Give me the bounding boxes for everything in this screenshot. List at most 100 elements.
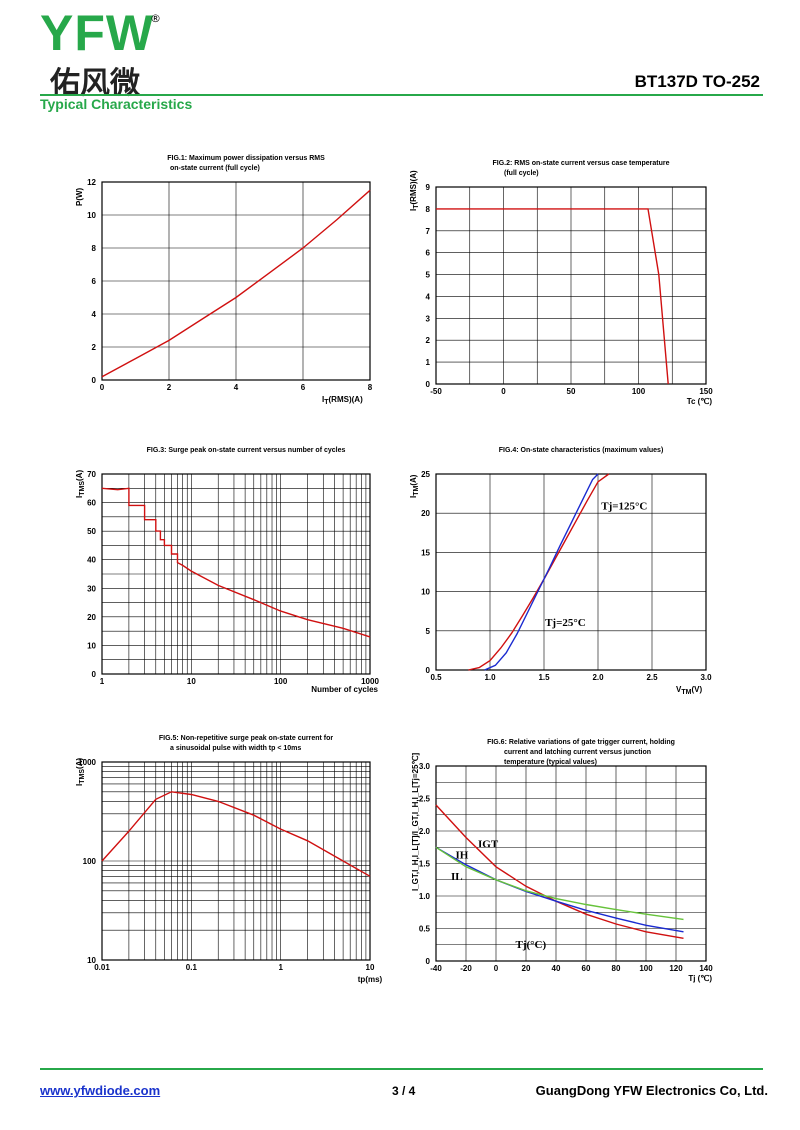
fig5-ytick: 10 <box>87 956 96 965</box>
fig6-ylabel: I_GT,I_H,I_L[T]/I_GT,I_H,I_L[Tj=25℃] <box>411 753 420 891</box>
fig2-ytick: 9 <box>426 183 431 192</box>
fig6-frame <box>435 765 707 962</box>
fig1-ytick: 0 <box>92 376 97 385</box>
doc-title: BT137D TO-252 <box>634 72 760 91</box>
fig4-annotation: Tj=125°C <box>601 500 647 512</box>
fig3-ytick: 60 <box>87 499 96 508</box>
fig6-ytick: 1.5 <box>419 860 431 869</box>
page-number: 3 / 4 <box>392 1084 416 1098</box>
fig4-grid <box>435 473 707 671</box>
fig1-xtick: 0 <box>100 383 105 392</box>
fig5-xtick: 1 <box>278 963 283 972</box>
fig3-xtick: 1000 <box>361 677 379 686</box>
footer-divider <box>40 1068 763 1070</box>
fig6-ytick: 1.0 <box>419 892 431 901</box>
section-title: Typical Characteristics <box>40 96 193 112</box>
fig6-series-line <box>435 846 684 933</box>
fig1-xtick: 4 <box>234 383 239 392</box>
fig1-ytick: 2 <box>92 343 97 352</box>
fig5-series-line <box>101 791 371 877</box>
fig6-xlabel: Tj (℃) <box>688 974 712 983</box>
fig5-grid <box>101 762 370 961</box>
fig4-ylabel: ITM(A) <box>409 474 420 498</box>
logo-letters: YFW <box>40 5 155 61</box>
fig6-title-line: FIG.6: Relative variations of gate trigg… <box>487 739 675 746</box>
fig2-xlabel: Tc (℃) <box>687 397 713 406</box>
fig6-annotation: Tj(°C) <box>516 939 547 951</box>
fig4-ytick: 10 <box>421 588 430 597</box>
fig3-xtick: 1 <box>100 677 105 686</box>
fig5-title-line: FIG.5: Non-repetitive surge peak on-stat… <box>159 735 334 742</box>
fig4-xlabel: VTM(V) <box>676 685 702 696</box>
fig3-xlabel: Number of cycles <box>311 685 378 694</box>
fig6-xtick: 120 <box>669 964 683 973</box>
fig3-chart: FIG.3: Surge peak on-state current versu… <box>75 447 379 694</box>
fig4-ytick: 5 <box>426 627 431 636</box>
brand-logo: YFW <box>40 8 154 58</box>
fig4-ytick: 20 <box>421 509 430 518</box>
fig4-annotation: Tj=25°C <box>545 617 586 629</box>
fig2-ytick: 3 <box>426 314 431 323</box>
fig1-title-line: FIG.1: Maximum power dissipation versus … <box>167 155 325 162</box>
fig3-ytick: 20 <box>87 613 96 622</box>
website-link[interactable]: www.yfwdiode.com <box>40 1083 161 1098</box>
fig4-xtick: 1.5 <box>538 673 550 682</box>
fig3-ytick: 10 <box>87 641 96 650</box>
fig4-series-line <box>468 473 610 671</box>
fig6-xtick: 0 <box>494 964 499 973</box>
fig3-grid <box>101 473 370 675</box>
fig3-xtick: 100 <box>274 677 288 686</box>
fig6-xtick: 140 <box>699 964 713 973</box>
fig5-xtick: 0.01 <box>94 963 110 972</box>
fig3-series-line <box>101 487 371 638</box>
fig6-title-line: current and latching current versus junc… <box>504 749 651 756</box>
fig1-chart: FIG.1: Maximum power dissipation versus … <box>75 155 373 406</box>
fig4-xtick: 0.5 <box>430 673 442 682</box>
fig1-title-line: on-state current (full cycle) <box>170 165 260 172</box>
fig3-ytick: 30 <box>87 584 96 593</box>
fig1-xtick: 6 <box>301 383 306 392</box>
fig6-xtick: 100 <box>639 964 653 973</box>
fig4-ytick: 0 <box>426 666 431 675</box>
fig5-title-line: a sinusoidal pulse with width tp < 10ms <box>170 745 301 752</box>
fig6-ytick: 2.5 <box>419 795 431 804</box>
fig4-ytick: 25 <box>421 470 430 479</box>
fig6-series-line <box>435 846 684 921</box>
fig3-ylabel: ITMS(A) <box>75 470 86 498</box>
fig2-ytick: 2 <box>426 336 431 345</box>
fig3-ytick: 40 <box>87 556 96 565</box>
fig2-xtick: 0 <box>501 387 506 396</box>
fig4-xtick: 1.0 <box>484 673 496 682</box>
fig1-xtick: 2 <box>167 383 172 392</box>
fig1-xtick: 8 <box>368 383 373 392</box>
fig5-ytick: 1000 <box>78 758 96 767</box>
fig6-annotation: IGT <box>478 838 499 850</box>
fig4-xtick: 2.0 <box>592 673 604 682</box>
fig5-xtick: 10 <box>366 963 375 972</box>
fig3-ytick: 0 <box>92 670 97 679</box>
fig2-frame <box>435 186 707 385</box>
fig1-ylabel: P(W) <box>75 187 84 206</box>
fig5-ylabel: ITMS(A) <box>75 758 86 786</box>
fig6-ytick: 2.0 <box>419 827 431 836</box>
fig4-xtick: 3.0 <box>700 673 712 682</box>
fig6-xtick: 80 <box>612 964 621 973</box>
fig5-ytick: 100 <box>83 857 97 866</box>
fig3-frame <box>101 473 371 675</box>
fig6-ytick: 0.5 <box>419 925 431 934</box>
fig1-grid <box>101 181 371 381</box>
fig2-xtick: 150 <box>699 387 713 396</box>
fig4-chart: FIG.4: On-state characteristics (maximum… <box>409 447 712 696</box>
fig3-title-line: FIG.3: Surge peak on-state current versu… <box>147 447 346 454</box>
fig2-xtick: 100 <box>632 387 646 396</box>
fig2-ytick: 4 <box>426 292 431 301</box>
fig6-ytick: 3.0 <box>419 762 431 771</box>
fig4-xtick: 2.5 <box>646 673 658 682</box>
fig6-xtick: -20 <box>460 964 472 973</box>
fig6-chart: FIG.6: Relative variations of gate trigg… <box>411 739 713 983</box>
fig6-xtick: 40 <box>552 964 561 973</box>
fig1-ytick: 12 <box>87 178 96 187</box>
fig1-xlabel: IT(RMS)(A) <box>322 395 363 406</box>
fig2-ytick: 1 <box>426 358 431 367</box>
